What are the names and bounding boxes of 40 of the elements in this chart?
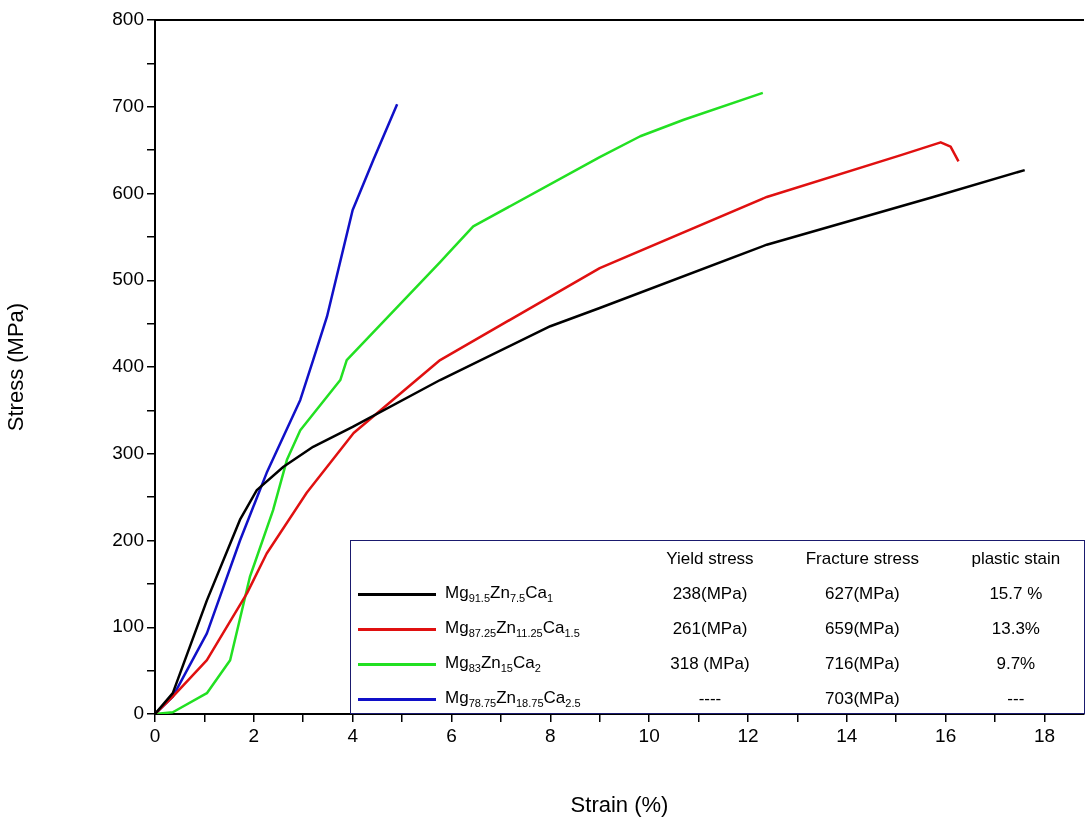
y-tick-label: 500	[112, 268, 144, 290]
annotation: plastic stain	[970, 547, 1062, 570]
x-tick-label: 6	[446, 724, 457, 746]
y-tick-label: 200	[112, 528, 144, 550]
y-tick-label: 600	[112, 181, 144, 203]
x-tick-label: 18	[1033, 724, 1056, 746]
y-tick-label: 0	[133, 702, 144, 724]
annotation: 318 (MPa)	[669, 652, 751, 675]
annotation: Fracture stress	[804, 547, 920, 570]
x-tick-label: 8	[545, 724, 556, 746]
y-tick-label: 700	[112, 94, 144, 116]
legend-label: Mg$_{83}$Zn$_{15}$Ca$_{2}$	[444, 651, 542, 677]
annotation: 261(MPa)	[671, 617, 749, 640]
x-tick-label: 2	[248, 724, 260, 746]
annotation: 716(MPa)	[824, 652, 901, 675]
annotation: Yield stress	[665, 547, 755, 570]
annotation: 627(MPa)	[824, 582, 901, 605]
legend-label: Mg$_{78.75}$Zn$_{18.75}$Ca$_{2.5}$	[444, 686, 582, 712]
annotation: 659(MPa)	[824, 617, 901, 640]
x-tick-label: 14	[836, 724, 858, 746]
annotation: 15.7 %	[988, 582, 1044, 605]
y-tick-label: 800	[112, 8, 144, 30]
y-axis-title: Stress (MPa)	[3, 302, 29, 432]
annotation: 703(MPa)	[824, 687, 901, 710]
x-tick-label: 4	[347, 724, 359, 746]
annotation: ---	[1006, 687, 1026, 710]
y-tick-label: 400	[112, 355, 144, 377]
x-tick-label: 10	[638, 724, 660, 746]
legend-label: Mg$_{91.5}$Zn$_{7.5}$Ca$_{1}$	[444, 581, 555, 607]
annotation: 13.3%	[990, 617, 1041, 640]
y-tick-label: 100	[112, 615, 144, 637]
annotation: ----	[697, 687, 723, 710]
x-tick-label: 0	[149, 724, 161, 746]
legend-label: Mg$_{87.25}$Zn$_{11.25}$Ca$_{1.5}$	[444, 616, 581, 642]
annotation: 9.7%	[995, 652, 1037, 675]
x-tick-label: 16	[935, 724, 957, 746]
annotation: 238(MPa)	[671, 582, 749, 605]
x-axis-title: Strain (%)	[570, 791, 669, 817]
x-tick-label: 12	[737, 724, 759, 746]
y-tick-label: 300	[112, 441, 144, 463]
